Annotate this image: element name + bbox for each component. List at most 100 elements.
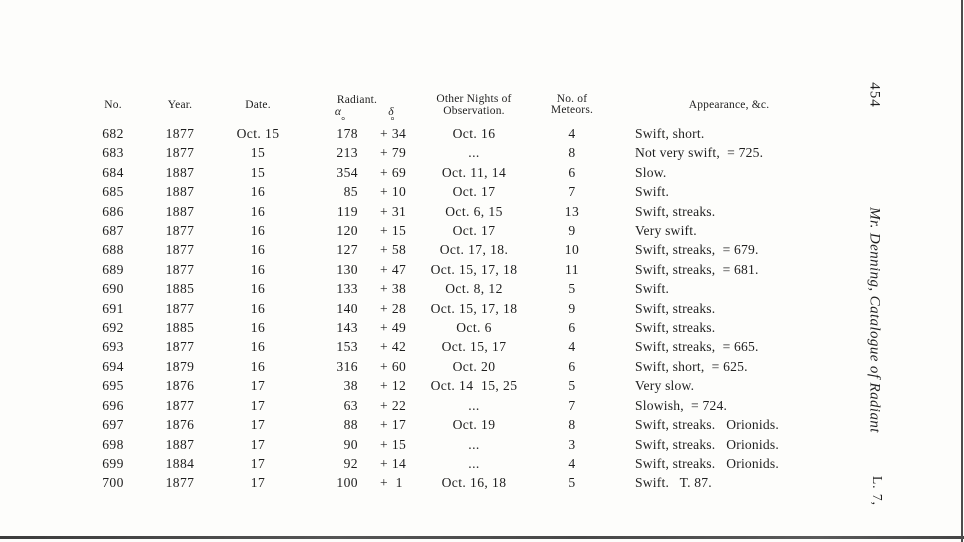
cell-year: 1877	[165, 242, 195, 258]
table-row: 695 1876 17 38 + 12 Oct. 14 15, 25 5 Very slow.	[86, 376, 844, 395]
header-alpha: α	[334, 106, 342, 118]
cell-other: Oct. 15, 17, 18	[430, 261, 518, 277]
cell-meteors: 5	[568, 475, 576, 491]
cell-delta: + 49	[380, 320, 407, 336]
cell-no: 694	[102, 358, 124, 374]
header-radiant: Radiant. α δ	[296, 86, 418, 124]
cell-alpha: 130	[336, 261, 358, 277]
cell-alpha: 178 °	[336, 116, 358, 142]
cell-date: 16	[250, 300, 266, 316]
cell-year: 1876	[165, 417, 195, 433]
cell-alpha: 316	[336, 358, 358, 374]
cell-delta: + 58	[380, 242, 407, 258]
cell-delta: + 22	[380, 397, 407, 413]
radiant-catalogue-table: No. Year. Date. Radiant. α δ Other Night…	[86, 86, 844, 493]
cell-year: 1887	[165, 184, 195, 200]
header-appearance: Appearance, &c.	[688, 99, 770, 111]
cell-date: 17	[250, 417, 266, 433]
table-row: 689 1877 16 130 + 47 Oct. 15, 17, 18 11 Swift, …	[86, 260, 844, 279]
cell-year: 1877	[165, 223, 195, 239]
cell-delta: + 60	[380, 358, 407, 374]
header-year: Year.	[167, 99, 193, 111]
header-other-nights: Other Nights of Observation.	[436, 93, 512, 117]
cell-delta: + 28	[380, 300, 407, 316]
cell-delta: + 10	[380, 184, 407, 200]
cell-delta: + 17	[380, 417, 407, 433]
cell-appearance: Swift, streaks. Orionids.	[635, 436, 779, 452]
signature-mark: L. 7,	[870, 475, 885, 507]
cell-alpha: 354	[336, 164, 358, 180]
table-row: 685 1887 16 85 + 10 Oct. 17 7 Swift.	[86, 182, 844, 201]
cell-date: 16	[250, 184, 266, 200]
cell-no: 684	[102, 164, 124, 180]
cell-year: 1877	[165, 145, 195, 161]
cell-appearance: Swift, streaks, = 665.	[635, 339, 759, 355]
cell-year: 1877	[165, 397, 195, 413]
cell-year: 1885	[165, 281, 195, 297]
cell-meteors: 8	[568, 145, 576, 161]
cell-meteors: 6	[568, 320, 576, 336]
header-meteors-line1: No. of	[556, 93, 588, 105]
table-row: 698 1887 17 90 + 15... 3 Swift, streaks. Orion…	[86, 435, 844, 454]
cell-other: Oct. 16	[452, 126, 496, 141]
cell-year: 1879	[165, 358, 195, 374]
cell-meteors: 6	[568, 164, 576, 180]
header-radiant-label: Radiant.	[336, 94, 378, 106]
table-body: 682 1877 Oct. 15 178 ° + 34 ° Oct. 16 4 Swift, sh…	[86, 116, 844, 493]
cell-appearance: Slow.	[635, 164, 667, 180]
running-title: Mr. Denning, Catalogue of Radiant	[866, 207, 883, 433]
cell-no: 700	[102, 475, 124, 491]
header-delta: δ	[388, 106, 394, 118]
cell-year: 1877	[165, 126, 195, 141]
cell-alpha: 140	[336, 300, 358, 316]
cell-alpha: 127	[336, 242, 358, 258]
cell-date: 16	[250, 242, 266, 258]
cell-no: 682	[102, 126, 124, 141]
cell-other: Oct. 15, 17, 18	[430, 300, 518, 316]
cell-date: Oct. 15	[236, 126, 280, 141]
cell-meteors: 10	[564, 242, 580, 258]
cell-appearance: Swift, streaks.	[635, 300, 716, 316]
cell-alpha: 92	[343, 455, 358, 471]
cell-alpha: 90	[343, 436, 358, 452]
cell-delta: + 69	[380, 164, 407, 180]
table-row: 688 1877 16 127 + 58 Oct. 17, 18. 10 Swift, str…	[86, 240, 844, 259]
cell-meteors: 9	[568, 300, 576, 316]
cell-no: 699	[102, 455, 124, 471]
table-row: 699 1884 17 92 + 14... 4 Swift, streaks. Orion…	[86, 454, 844, 473]
cell-other: Oct. 6	[456, 320, 492, 336]
cell-meteors: 4	[568, 455, 576, 471]
header-date: Date.	[245, 99, 271, 111]
cell-date: 16	[250, 281, 266, 297]
cell-year: 1884	[165, 455, 195, 471]
cell-alpha: 153	[336, 339, 358, 355]
cell-other: Oct. 19	[452, 417, 496, 433]
cell-no: 685	[102, 184, 124, 200]
cell-other: Oct. 20	[452, 358, 496, 374]
table-row: 683 1877 15 213 + 79... 8 Not very swift, = 72…	[86, 143, 844, 162]
cell-year: 1877	[165, 339, 195, 355]
cell-no: 683	[102, 145, 124, 161]
table-row: 696 1877 17 63 + 22... 7 Slowish, = 724.	[86, 396, 844, 415]
cell-year: 1885	[165, 320, 195, 336]
cell-appearance: Very slow.	[635, 378, 695, 394]
cell-date: 16	[250, 261, 266, 277]
table-row: 692 1885 16 143 + 49 Oct. 6 6 Swift, streaks.	[86, 318, 844, 337]
cell-no: 690	[102, 281, 124, 297]
table-row: 684 1887 15 354 + 69 Oct. 11, 14 6 Slow.	[86, 163, 844, 182]
cell-other: Oct. 17, 18.	[439, 242, 509, 258]
cell-alpha: 119	[336, 203, 358, 219]
header-meteors: No. of Meteors.	[530, 86, 614, 124]
cell-meteors: 5	[568, 281, 576, 297]
cell-delta: + 38	[380, 281, 407, 297]
table-row: 686 1887 16 119 + 31 Oct. 6, 15 13 Swift, strea…	[86, 202, 844, 221]
cell-other: ...	[468, 145, 480, 161]
cell-no: 687	[102, 223, 124, 239]
cell-year: 1887	[165, 436, 195, 452]
cell-appearance: Swift, streaks.	[635, 203, 716, 219]
cell-date: 15	[250, 145, 266, 161]
cell-meteors: 5	[568, 378, 576, 394]
cell-alpha: 120	[336, 223, 358, 239]
cell-year: 1876	[165, 378, 195, 394]
